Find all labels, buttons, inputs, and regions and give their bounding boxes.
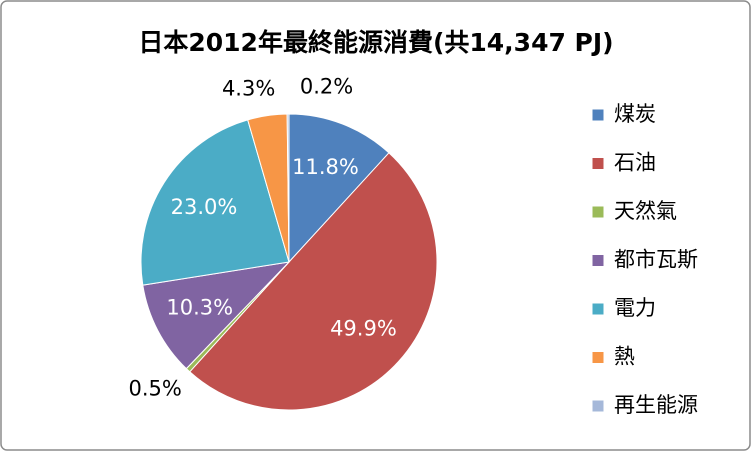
- legend-swatch: [591, 157, 605, 170]
- legend-swatch: [591, 205, 605, 219]
- legend-swatch: [591, 302, 605, 316]
- legend-swatch: [591, 108, 605, 122]
- legend-label: 天然氣: [614, 199, 677, 223]
- legend-label: 都市瓦斯: [614, 248, 698, 272]
- data-label: 4.3%: [222, 76, 275, 100]
- pie-slice: [140, 119, 290, 286]
- legend-label: 電力: [614, 296, 656, 320]
- legend-label: 再生能源: [614, 393, 698, 417]
- legend-swatch: [591, 399, 605, 413]
- pie-slice: [142, 261, 291, 370]
- data-label: 0.5%: [128, 377, 181, 401]
- legend-swatch: [591, 254, 605, 267]
- pie-slice: [286, 113, 290, 263]
- legend-swatch: [591, 351, 605, 364]
- data-label: 10.3%: [166, 296, 233, 320]
- data-label: 0.2%: [300, 74, 353, 98]
- legend-label: 石油: [614, 151, 656, 175]
- legend-label: 煤炭: [614, 102, 656, 126]
- pie-slice: [288, 113, 390, 264]
- chart-title: 日本2012年最終能源消費(共14,347 PJ): [138, 28, 613, 57]
- legend-label: 熱: [614, 345, 635, 369]
- data-label: 11.8%: [292, 155, 359, 179]
- data-label: 23.0%: [171, 195, 238, 219]
- pie-slice: [189, 152, 438, 411]
- data-label: 49.9%: [330, 317, 397, 341]
